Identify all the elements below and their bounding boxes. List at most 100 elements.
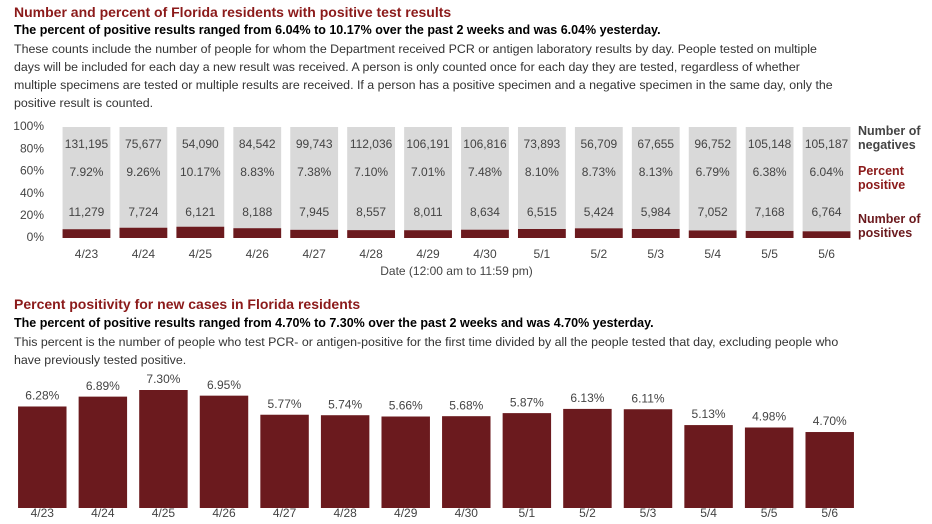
bar	[199, 395, 249, 508]
x-tick-label: 5/3	[640, 506, 657, 520]
bar-segment	[631, 228, 680, 238]
data-label: 7.01%	[411, 165, 445, 179]
x-tick-label: 4/26	[246, 247, 270, 261]
data-label: 7,052	[698, 205, 728, 219]
data-label: 9.26%	[126, 165, 160, 179]
bar	[623, 409, 673, 508]
bar-segment	[688, 230, 737, 238]
bar	[320, 415, 370, 508]
x-tick-label: 4/25	[152, 506, 176, 520]
x-tick-label: 4/27	[302, 247, 326, 261]
bar-segment	[574, 228, 623, 238]
bar	[381, 416, 430, 508]
y-tick-label: 80%	[20, 141, 44, 155]
legend-entry: Number of negatives	[858, 124, 921, 152]
y-tick-label: 40%	[20, 186, 44, 200]
chart-title: Number and percent of Florida residents …	[14, 4, 452, 20]
data-label: 6.95%	[207, 378, 241, 392]
data-label: 4.70%	[813, 414, 847, 428]
data-label: 7,724	[128, 205, 158, 219]
bar	[805, 432, 854, 508]
data-label: 56,709	[580, 137, 617, 151]
data-label: 5.13%	[692, 407, 726, 421]
bar-segment	[233, 127, 282, 229]
data-label: 7.30%	[146, 372, 180, 386]
data-label: 8,188	[242, 205, 272, 219]
data-label: 7.38%	[297, 165, 331, 179]
data-label: 99,743	[296, 137, 333, 151]
data-label: 54,090	[182, 137, 219, 151]
x-tick-label: 4/23	[75, 247, 99, 261]
bar	[260, 414, 309, 508]
y-tick-label: 0%	[27, 230, 45, 244]
data-label: 67,655	[637, 137, 674, 151]
bar-segment	[347, 230, 396, 238]
bar-segment	[62, 127, 111, 230]
bar-segment	[461, 127, 509, 230]
data-label: 7.92%	[69, 165, 103, 179]
x-tick-label: 4/24	[91, 506, 115, 520]
x-tick-label: 4/28	[359, 247, 383, 261]
x-tick-label: 5/4	[704, 247, 721, 261]
data-label: 6.11%	[631, 391, 664, 405]
data-label: 5.74%	[328, 397, 362, 411]
bar-segment	[347, 127, 396, 231]
data-label: 105,148	[748, 137, 792, 151]
data-label: 112,036	[350, 137, 393, 151]
data-label: 6.89%	[86, 379, 120, 393]
chart-note: This percent is the number of people who…	[14, 335, 839, 367]
data-label: 106,816	[463, 137, 507, 151]
bar	[563, 408, 612, 508]
data-label: 106,191	[406, 137, 450, 151]
data-label: 8.73%	[582, 165, 616, 179]
data-label: 75,677	[125, 137, 162, 151]
chart-title: Percent positivity for new cases in Flor…	[14, 296, 361, 312]
bar-segment	[176, 127, 225, 227]
bar-segment	[802, 231, 851, 238]
data-label: 7,945	[299, 205, 329, 219]
bar	[442, 416, 491, 508]
bar-segment	[176, 226, 225, 238]
data-label: 6.79%	[696, 165, 730, 179]
bar-segment	[802, 127, 851, 232]
data-label: 5.87%	[510, 395, 544, 409]
x-tick-label: 5/2	[590, 247, 607, 261]
data-label: 105,187	[805, 137, 849, 151]
data-label: 5,984	[641, 205, 671, 219]
x-axis-title: Date (12:00 am to 11:59 pm)	[380, 264, 533, 278]
data-label: 6.38%	[753, 165, 787, 179]
bar	[684, 425, 733, 508]
bar-segment	[62, 229, 111, 238]
data-label: 6.04%	[810, 165, 844, 179]
bar-segment	[745, 230, 794, 238]
bar-segment	[290, 127, 339, 230]
bar-segment	[119, 227, 168, 238]
chart-subtitle: The percent of positive results ranged f…	[14, 23, 661, 37]
data-label: 4.98%	[752, 410, 786, 424]
bar-segment	[631, 127, 680, 229]
data-label: 131,195	[65, 137, 109, 151]
bar-segment	[233, 228, 282, 238]
data-label: 6.28%	[25, 389, 59, 403]
x-tick-label: 5/6	[818, 247, 835, 261]
data-label: 6.13%	[570, 391, 604, 405]
data-label: 11,279	[69, 205, 105, 219]
x-tick-label: 5/5	[761, 506, 778, 520]
x-tick-label: 5/1	[534, 247, 551, 261]
data-label: 6,764	[812, 205, 842, 219]
data-label: 8.13%	[639, 165, 673, 179]
bar	[139, 390, 188, 508]
x-tick-label: 5/3	[647, 247, 664, 261]
x-tick-label: 4/26	[212, 506, 236, 520]
data-label: 6,121	[185, 205, 215, 219]
x-tick-label: 4/27	[273, 506, 297, 520]
bar	[18, 406, 67, 508]
data-label: 5.66%	[389, 399, 423, 413]
bar-segment	[688, 127, 737, 231]
data-label: 8,557	[356, 205, 386, 219]
data-label: 5.68%	[449, 398, 483, 412]
x-tick-label: 4/28	[333, 506, 357, 520]
x-tick-label: 5/2	[579, 506, 596, 520]
